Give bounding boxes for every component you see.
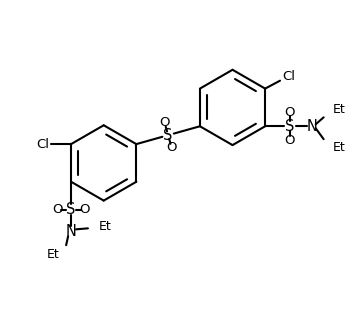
Text: Et: Et [99,220,111,233]
Text: O: O [285,106,295,119]
Text: Et: Et [46,248,59,261]
Text: S: S [66,202,76,217]
Text: O: O [285,134,295,147]
Text: S: S [285,119,295,134]
Text: O: O [52,203,62,216]
Text: Cl: Cl [282,70,295,83]
Text: Et: Et [333,141,345,154]
Text: N: N [66,224,77,239]
Text: S: S [163,128,173,143]
Text: O: O [159,116,170,129]
Text: O: O [166,141,177,154]
Text: Cl: Cl [36,137,49,151]
Text: Et: Et [333,103,345,116]
Text: N: N [306,119,317,134]
Text: O: O [80,203,90,216]
